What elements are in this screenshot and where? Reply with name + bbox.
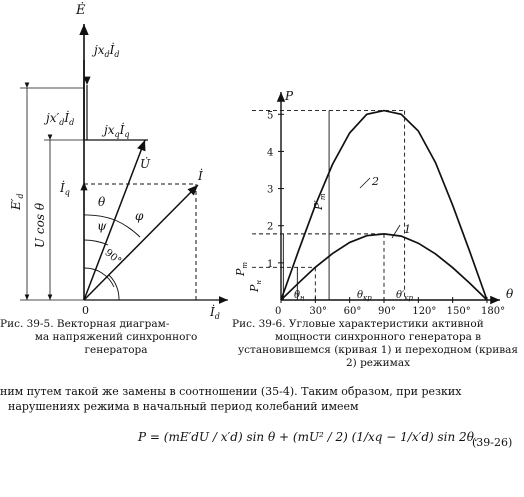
- x-tick-label: 120°: [412, 306, 436, 317]
- x-tick-label: 150°: [447, 306, 471, 317]
- x-tick-label: 180°: [481, 306, 505, 317]
- svg-text:P′m: P′m: [312, 193, 327, 211]
- svg-text:İq: İq: [59, 180, 70, 197]
- i-vector: [83, 184, 199, 301]
- x-tick-label: 0: [275, 306, 281, 317]
- figures-svg: Ė jxdİd jx′dİd jxqİq U̇ İ İq θ φ ψ 90° E…: [9, 1, 514, 321]
- curve-label-2: 2: [371, 175, 379, 188]
- svg-text:jx′dİd: jx′dİd: [43, 110, 74, 127]
- label-e: Ė: [75, 1, 86, 18]
- y-tick-label: 5: [267, 110, 273, 121]
- x-axis-label: θ: [506, 287, 514, 301]
- power-angle-chart: P θ 0 30° 60° 90° 120° 150° 180° 1 2 3 4 5 1 2 Pm P…: [234, 89, 514, 317]
- curve-2: [280, 109, 488, 301]
- x-tick-label: 60°: [344, 306, 362, 317]
- caption-fig-39-5: Рис. 39-5. Векторная диаграм- ма напряже…: [0, 318, 198, 356]
- caption-fig-39-6: Рис. 39-6. Угловые характеристики активн…: [232, 318, 519, 369]
- svg-text:φ: φ: [135, 209, 144, 223]
- svg-text:U cos θ: U cos θ: [33, 202, 47, 248]
- svg-text:0: 0: [82, 304, 89, 317]
- svg-text:E′d: E′d: [9, 193, 25, 211]
- svg-text:ψ: ψ: [97, 219, 107, 233]
- x-tick-label: 90°: [378, 306, 396, 317]
- formula-39-26: P = (mE′dU / x′d) sin θ + (mU² / 2) (1/x…: [138, 430, 478, 444]
- svg-text:θ: θ: [98, 195, 106, 209]
- curve-label-1: 1: [404, 223, 411, 236]
- y-tick-label: 2: [267, 222, 273, 233]
- svg-text:jxqİq: jxqİq: [101, 122, 130, 139]
- svg-text:jxdİd: jxdİd: [91, 42, 120, 59]
- svg-text:θ′кр: θ′кр: [396, 290, 413, 302]
- svg-text:İ: İ: [197, 168, 203, 183]
- svg-text:U̇: U̇: [140, 156, 151, 171]
- body-paragraph: ним путем такой же замены в соотношении …: [0, 385, 462, 413]
- svg-text:θн: θн: [294, 290, 305, 302]
- y-tick-label: 4: [267, 147, 273, 158]
- svg-text:Pm: Pm: [234, 262, 249, 277]
- y-tick-label: 1: [267, 259, 273, 270]
- svg-text:İd: İd: [209, 304, 220, 321]
- x-tick-label: 30°: [309, 306, 327, 317]
- svg-text:Pн: Pн: [248, 280, 263, 293]
- vector-diagram: Ė jxdİd jx′dİd jxqİq U̇ İ İq θ φ ψ 90° E…: [9, 1, 228, 321]
- svg-text:θкр: θкр: [357, 290, 372, 302]
- y-tick-label: 3: [267, 185, 273, 196]
- y-axis-label: P: [284, 89, 294, 103]
- equation-number: (39-26): [472, 436, 513, 449]
